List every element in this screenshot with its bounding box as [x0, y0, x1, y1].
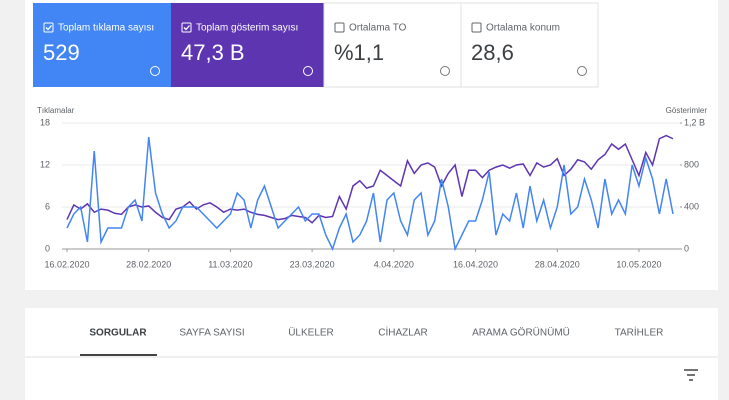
tab[interactable]: ÜLKELER: [288, 327, 334, 339]
y-axis-title: Tıklamalar: [37, 106, 75, 115]
tab[interactable]: CİHAZLAR: [378, 326, 427, 339]
checkbox: [334, 22, 345, 33]
x-tick-label: 28.04.2020: [535, 259, 580, 269]
metric-label: Ortalama konum: [486, 23, 560, 34]
metric-card[interactable]: [171, 3, 324, 87]
x-tick-label: 11.03.2020: [208, 259, 252, 269]
x-tick-label: 23.03.2020: [290, 259, 335, 269]
y-tick-label: 18: [40, 117, 50, 127]
tab[interactable]: SORGULAR: [89, 328, 147, 339]
series-line: [66, 134, 674, 224]
y-tick-label: 6: [45, 201, 50, 211]
help-icon: [303, 66, 313, 76]
y2-tick-label: 400: [684, 201, 699, 211]
metric-card[interactable]: [460, 2, 599, 88]
checkmark: [183, 25, 190, 31]
filter-icon[interactable]: [684, 369, 698, 381]
x-tick-label: 16.02.2020: [44, 259, 89, 269]
metric-value: %1,1: [334, 40, 384, 65]
checkmark: [45, 25, 52, 31]
checkbox: [181, 22, 192, 33]
metric-card[interactable]: [33, 3, 171, 87]
tab[interactable]: TARİHLER: [615, 326, 664, 339]
metric-label: Toplam gösterim sayısı: [196, 23, 298, 34]
y2-tick-label: 1,2 B: [684, 117, 705, 127]
series-line: [66, 136, 674, 252]
tab[interactable]: ARAMA GÖRÜNÜMÜ: [472, 327, 570, 339]
metric-label: Ortalama TO: [349, 23, 407, 34]
metric-value: 28,6: [471, 40, 514, 65]
metric-value: 529: [43, 40, 80, 65]
y2-axis-title: Gösterimler: [666, 106, 708, 115]
checkbox: [43, 22, 54, 33]
tab[interactable]: SAYFA SAYISI: [179, 328, 244, 339]
y-tick-label: 0: [45, 243, 50, 253]
y-tick-label: 12: [40, 159, 50, 169]
x-tick-label: 4.04.2020: [374, 259, 414, 269]
y2-tick-label: 0: [684, 243, 689, 253]
x-tick-label: 16.04.2020: [453, 259, 498, 269]
metric-card[interactable]: [323, 2, 462, 88]
x-tick-label: 10.05.2020: [616, 259, 661, 269]
help-icon: [577, 66, 587, 76]
metric-label: Toplam tıklama sayısı: [58, 23, 154, 34]
help-icon: [440, 66, 450, 76]
checkbox: [471, 22, 482, 33]
help-icon: [150, 66, 160, 76]
x-tick-label: 28.02.2020: [126, 259, 171, 269]
y2-tick-label: 800: [684, 159, 699, 169]
metric-value: 47,3 B: [181, 40, 245, 65]
